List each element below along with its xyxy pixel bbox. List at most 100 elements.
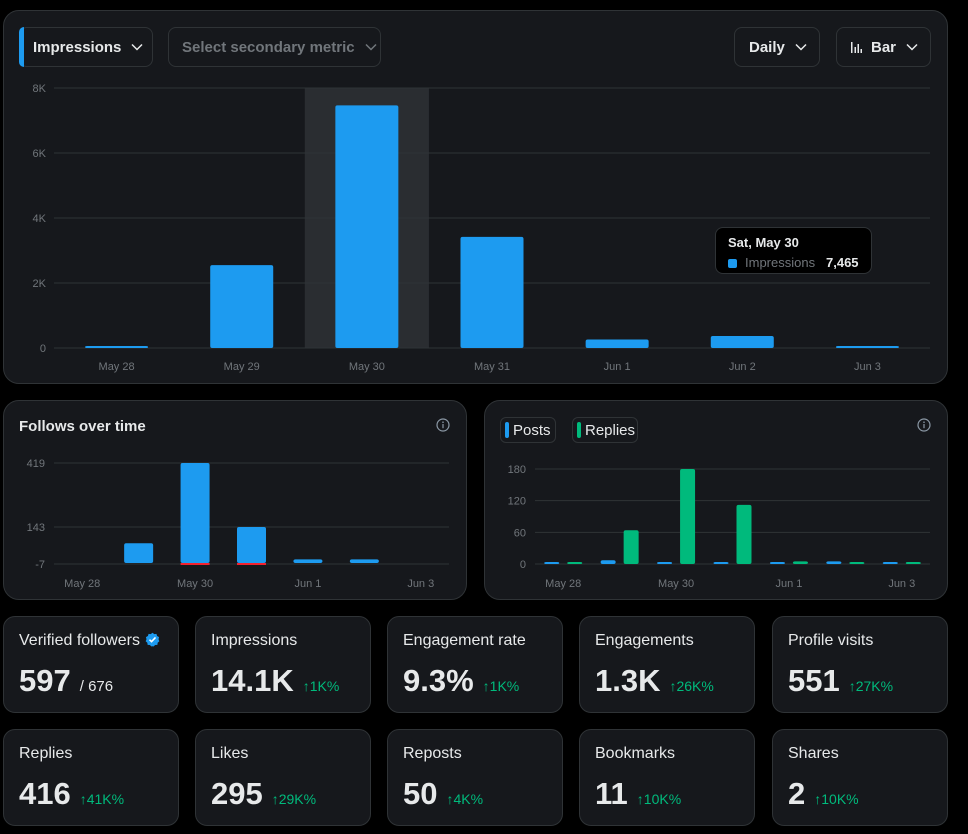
bar-follows <box>293 559 323 563</box>
x-tick-label: Jun 1 <box>294 578 321 590</box>
y-tick-label: 0 <box>520 559 526 571</box>
stat-delta: ↑10K% <box>636 791 682 807</box>
bar-follows <box>180 463 210 563</box>
bar-unfollows <box>237 563 266 565</box>
bar-posts <box>826 561 842 564</box>
bar-replies <box>567 562 583 564</box>
bar-chart-icon <box>851 41 862 53</box>
y-tick-label: 60 <box>514 527 526 539</box>
stat-value-row: 295 ↑29K% <box>211 776 316 812</box>
stat-label: Profile visits <box>788 632 874 649</box>
follows-bar-chart: -7 143 419 May 28 May 30 Jun 1 Jun 3 <box>27 458 449 590</box>
stat-value-row: 416 ↑41K% <box>19 776 124 812</box>
impressions-bar-chart: 0 2K 4K 6K 8K May 28 May 29 May 30 May 31 Jun 1 Ju… <box>33 83 930 373</box>
stat-card-impressions[interactable]: Impressions 14.1K ↑1K% <box>195 616 371 713</box>
stat-delta: ↑29K% <box>271 791 317 807</box>
stat-value: 9.3% <box>403 663 474 698</box>
bar-unfollows <box>180 563 210 565</box>
bar-posts <box>769 562 785 564</box>
tooltip-metric: Impressions <box>745 255 816 270</box>
info-icon[interactable] <box>917 418 931 432</box>
stat-card-shares[interactable]: Shares 2 ↑10K% <box>772 729 948 826</box>
stat-delta: ↑1K% <box>482 678 520 694</box>
legend-posts-toggle[interactable]: Posts <box>500 417 556 443</box>
secondary-metric-placeholder: Select secondary metric <box>182 38 355 56</box>
stat-value: 416 <box>19 776 71 811</box>
verified-badge-icon <box>145 632 160 647</box>
chevron-down-icon <box>131 43 143 51</box>
stat-label: Engagements <box>595 632 694 649</box>
primary-metric-dropdown[interactable]: Impressions <box>19 27 153 67</box>
chevron-down-icon <box>906 43 918 51</box>
stat-delta: ↑4K% <box>446 791 484 807</box>
impressions-chart-panel: Impressions Select secondary metric Dail… <box>3 10 948 384</box>
secondary-metric-dropdown[interactable]: Select secondary metric <box>168 27 381 67</box>
stat-card-replies[interactable]: Replies 416 ↑41K% <box>3 729 179 826</box>
x-tick-label: May 30 <box>349 361 385 373</box>
bar-impressions <box>710 335 774 348</box>
stat-value-row: 9.3% ↑1K% <box>403 663 519 699</box>
stat-value: 11 <box>595 776 628 811</box>
stat-delta: ↑10K% <box>814 791 859 807</box>
stat-value-row: 551 ↑27K% <box>788 663 893 699</box>
bar-replies <box>792 561 808 564</box>
stat-value-row: 597 / 676 <box>19 663 113 699</box>
metric-accent-bar <box>19 27 24 67</box>
stat-label-wrap: Verified followers <box>19 632 160 650</box>
y-tick-label: 0 <box>40 343 46 355</box>
stat-card-likes[interactable]: Likes 295 ↑29K% <box>195 729 371 826</box>
legend-replies-swatch <box>577 422 581 438</box>
chart-type-label: Bar <box>871 38 897 56</box>
stat-value: 597 <box>19 663 71 698</box>
tooltip-value: 7,465 <box>826 255 859 270</box>
stat-value-row: 50 ↑4K% <box>403 776 483 812</box>
y-tick-label: 120 <box>508 496 526 508</box>
legend-replies-toggle[interactable]: Replies <box>572 417 638 443</box>
bar-posts <box>544 562 560 564</box>
interval-dropdown[interactable]: Daily <box>734 27 820 67</box>
x-tick-label: Jun 3 <box>854 361 881 373</box>
y-tick-label: 2K <box>33 278 47 290</box>
stat-card-bookmarks[interactable]: Bookmarks 11 ↑10K% <box>579 729 755 826</box>
bar-impressions <box>335 105 399 348</box>
x-tick-label: Jun 1 <box>775 578 802 590</box>
x-tick-label: Jun 3 <box>407 578 434 590</box>
chart-type-dropdown[interactable]: Bar <box>836 27 931 67</box>
stat-delta: ↑26K% <box>669 678 714 694</box>
y-tick-label: 8K <box>33 83 47 95</box>
tooltip-date: Sat, May 30 <box>728 235 799 250</box>
stat-card-engagement-rate[interactable]: Engagement rate 9.3% ↑1K% <box>387 616 563 713</box>
legend-replies-label: Replies <box>585 421 636 439</box>
stat-label: Reposts <box>403 745 462 762</box>
bar-impressions <box>460 236 524 348</box>
stat-total: / 676 <box>79 678 114 695</box>
y-tick-label: 4K <box>33 213 47 225</box>
stat-card-verified-followers[interactable]: Verified followers 597 / 676 <box>3 616 179 713</box>
x-tick-label: May 28 <box>545 578 581 590</box>
stat-card-reposts[interactable]: Reposts 50 ↑4K% <box>387 729 563 826</box>
bar-posts <box>713 562 729 564</box>
stat-label: Impressions <box>211 632 298 649</box>
tooltip-swatch <box>728 259 737 268</box>
stat-value: 14.1K <box>211 663 294 698</box>
x-tick-label: May 28 <box>99 361 135 373</box>
stat-value-row: 1.3K ↑26K% <box>595 663 714 699</box>
y-tick-label: 180 <box>508 464 526 476</box>
bar-replies <box>905 562 921 564</box>
stat-label: Verified followers <box>19 632 140 649</box>
stat-value: 2 <box>788 776 806 811</box>
chevron-down-icon <box>365 43 377 51</box>
x-tick-label: Jun 1 <box>604 361 631 373</box>
bar-posts <box>657 562 673 564</box>
stat-card-engagements[interactable]: Engagements 1.3K ↑26K% <box>579 616 755 713</box>
stat-card-profile-visits[interactable]: Profile visits 551 ↑27K% <box>772 616 948 713</box>
stat-delta: ↑27K% <box>848 678 894 694</box>
bar-replies <box>849 562 865 564</box>
chart-tooltip: Sat, May 30 Impressions 7,465 <box>715 227 872 274</box>
info-icon[interactable] <box>436 418 450 432</box>
x-tick-label: May 28 <box>64 578 100 590</box>
stat-value: 295 <box>211 776 263 811</box>
x-tick-label: Jun 2 <box>729 361 756 373</box>
stat-value: 50 <box>403 776 438 811</box>
stat-label: Engagement rate <box>403 632 526 649</box>
